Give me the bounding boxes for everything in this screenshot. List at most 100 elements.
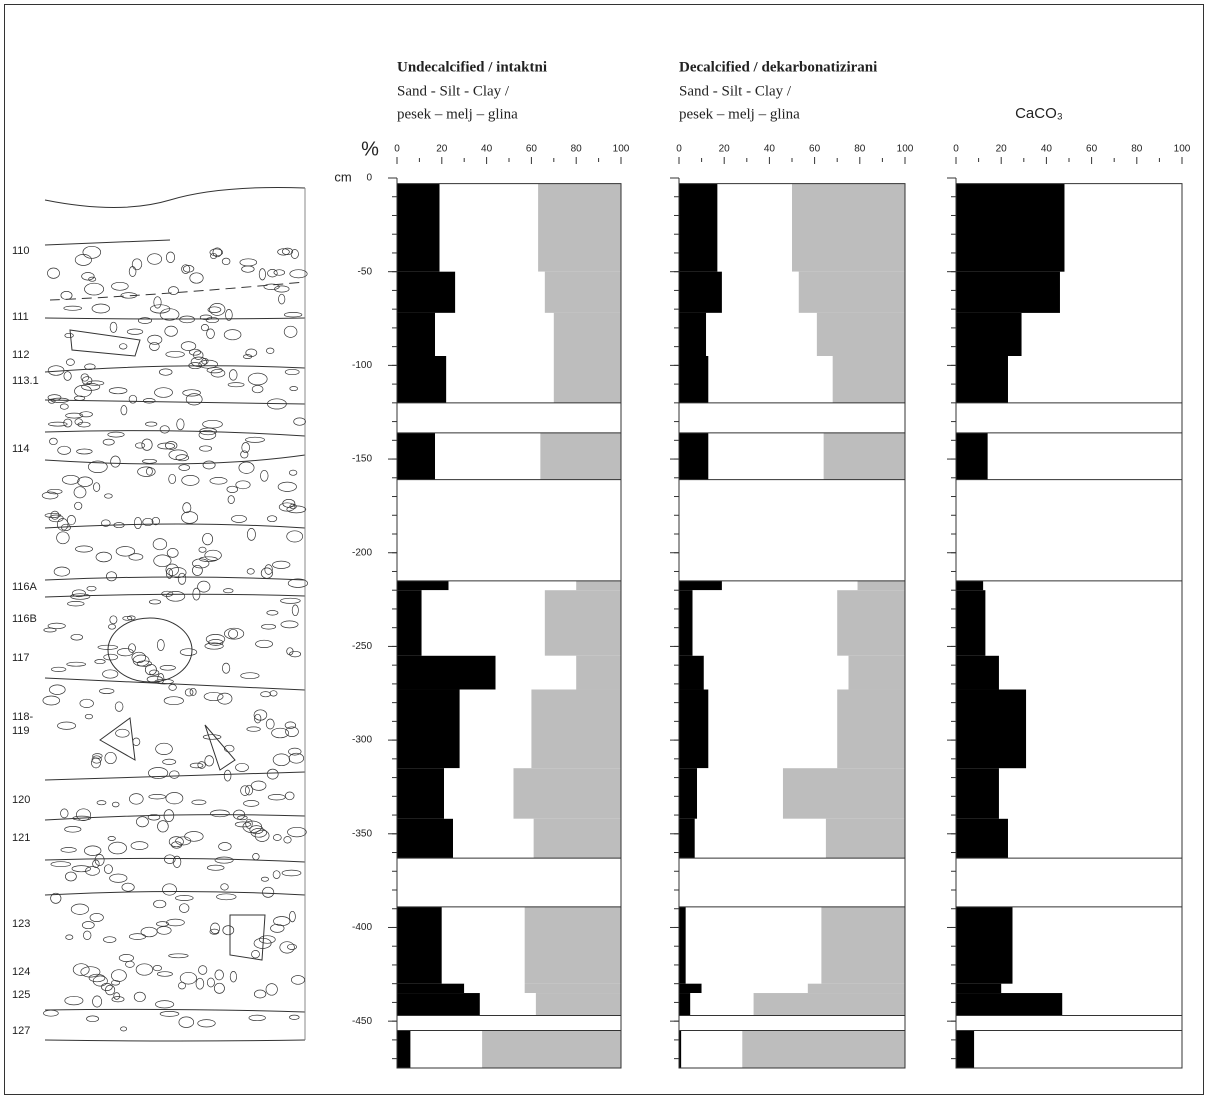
pebble	[61, 474, 80, 485]
pebble	[89, 913, 104, 922]
y-tick-label: -300	[352, 735, 372, 746]
pebble	[76, 808, 91, 821]
layer-label: 125	[12, 989, 31, 1001]
pebble	[280, 597, 301, 604]
segment	[792, 183, 905, 272]
pebble	[92, 975, 108, 987]
y-tick-label: -200	[352, 547, 372, 558]
pebble	[212, 247, 223, 258]
pebble	[284, 368, 300, 376]
pebble	[248, 1014, 266, 1022]
pebble	[181, 511, 199, 524]
segment	[444, 768, 514, 819]
segment	[397, 993, 480, 1016]
pebble	[258, 268, 266, 281]
pebble	[287, 826, 307, 838]
segment	[857, 580, 905, 591]
pebble	[163, 696, 184, 706]
pebble	[223, 769, 232, 782]
pebble	[175, 895, 194, 901]
pebble	[278, 502, 296, 512]
pebble	[216, 893, 237, 901]
pebble	[266, 610, 279, 616]
pebble	[111, 801, 120, 808]
pebble	[272, 834, 282, 841]
pebble	[63, 418, 73, 428]
x-tick-label: 100	[613, 144, 630, 155]
pebble	[136, 660, 152, 667]
pebble	[103, 864, 113, 874]
pebble	[44, 512, 62, 518]
pebble	[260, 691, 271, 698]
pebble	[80, 966, 101, 978]
pebble	[253, 937, 272, 949]
pebble	[80, 373, 89, 382]
pebble	[225, 309, 233, 321]
segment	[823, 432, 905, 480]
pebble	[126, 328, 144, 335]
segment	[690, 993, 754, 1016]
pebble	[267, 269, 278, 278]
panel-frame	[955, 183, 1183, 1069]
pebble	[192, 564, 203, 576]
pebble	[267, 398, 287, 410]
pebble	[229, 971, 237, 983]
x-tick-label: 100	[1174, 144, 1191, 155]
pebble	[263, 283, 280, 290]
pebble	[168, 836, 184, 848]
pebble	[102, 438, 115, 446]
pebble	[291, 604, 299, 617]
pebble	[164, 854, 176, 864]
pebble	[245, 348, 258, 357]
pebble	[181, 264, 191, 274]
x-tick-label: 60	[526, 144, 538, 155]
pebble	[189, 762, 204, 769]
segment	[397, 689, 460, 769]
pebble	[72, 963, 90, 976]
segment	[782, 768, 905, 819]
pebble	[199, 445, 213, 452]
pebble	[81, 921, 95, 930]
pebble	[111, 969, 127, 982]
pebble	[250, 780, 267, 791]
pebble	[151, 516, 160, 526]
pebble	[198, 429, 217, 440]
pebble	[96, 800, 107, 806]
x-tick-label: 0	[676, 144, 682, 155]
pebble	[261, 623, 277, 630]
segment	[685, 906, 822, 984]
pebble	[209, 928, 220, 935]
pebble	[157, 673, 165, 685]
pebble	[47, 622, 66, 630]
segment	[397, 655, 496, 690]
pebble	[221, 257, 231, 266]
pebble	[266, 347, 275, 354]
pebble	[64, 826, 82, 833]
pebble	[132, 654, 150, 667]
pebble	[131, 651, 147, 663]
segment	[837, 590, 905, 656]
pebble	[190, 356, 208, 367]
y-tick-label: -250	[352, 641, 372, 652]
figure-border	[4, 4, 1204, 1095]
pebble	[258, 935, 276, 944]
pebble	[202, 419, 223, 429]
pebble	[153, 899, 167, 909]
pebble	[155, 1000, 175, 1009]
pebble	[171, 841, 183, 849]
pebble	[47, 267, 60, 279]
pebble	[217, 692, 233, 705]
pebble	[66, 358, 75, 366]
pebble	[81, 383, 101, 391]
pebble	[92, 753, 103, 759]
pebble	[239, 258, 258, 267]
pebble	[157, 442, 176, 450]
pebble	[159, 308, 180, 321]
pebble	[253, 709, 268, 721]
pebble	[246, 726, 261, 732]
pebble	[279, 941, 295, 954]
x-tick-label: 80	[854, 144, 866, 155]
segment	[956, 580, 984, 591]
pebble	[269, 690, 278, 697]
pebble	[159, 665, 176, 671]
